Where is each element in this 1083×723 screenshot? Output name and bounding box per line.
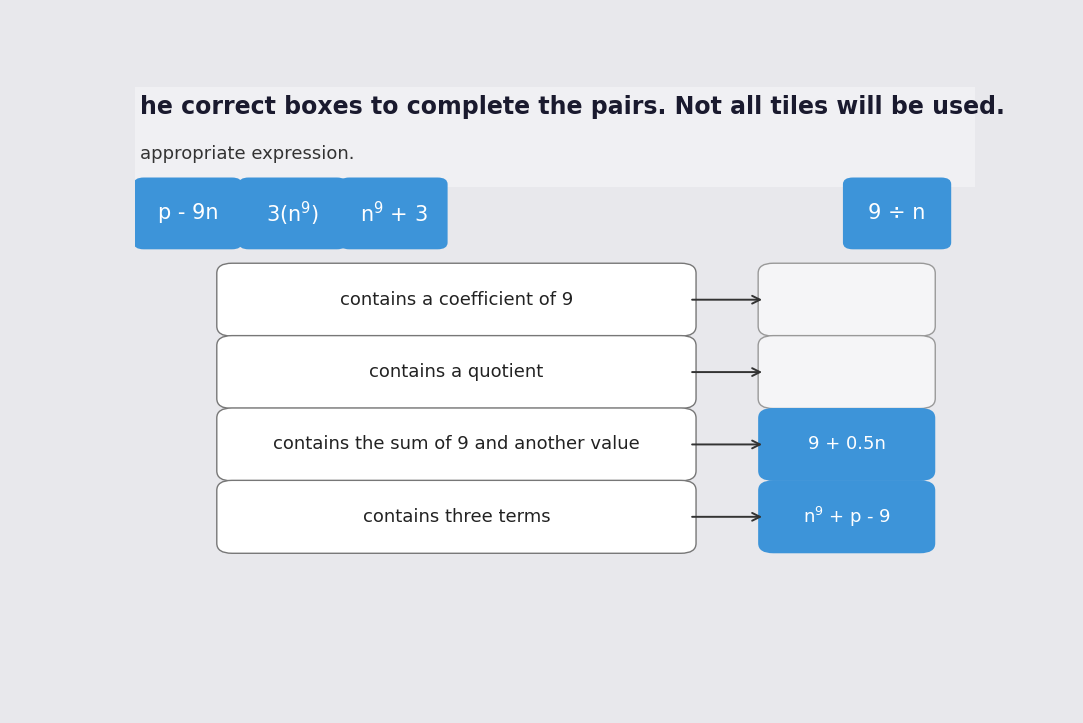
FancyBboxPatch shape xyxy=(758,335,936,408)
FancyBboxPatch shape xyxy=(238,178,347,249)
FancyBboxPatch shape xyxy=(133,178,242,249)
FancyBboxPatch shape xyxy=(217,408,696,481)
Text: p - 9n: p - 9n xyxy=(158,203,218,223)
Text: contains a coefficient of 9: contains a coefficient of 9 xyxy=(340,291,573,309)
FancyBboxPatch shape xyxy=(843,178,951,249)
FancyBboxPatch shape xyxy=(217,480,696,553)
FancyBboxPatch shape xyxy=(135,87,975,187)
Text: 9 + 0.5n: 9 + 0.5n xyxy=(808,435,886,453)
FancyBboxPatch shape xyxy=(217,263,696,336)
Text: 9 ÷ n: 9 ÷ n xyxy=(869,203,926,223)
Text: he correct boxes to complete the pairs. Not all tiles will be used.: he correct boxes to complete the pairs. … xyxy=(140,95,1004,119)
Text: n$^9$ + 3: n$^9$ + 3 xyxy=(360,201,428,226)
FancyBboxPatch shape xyxy=(758,263,936,336)
FancyBboxPatch shape xyxy=(758,480,936,553)
Text: 3(n$^9$): 3(n$^9$) xyxy=(266,200,319,228)
Text: contains three terms: contains three terms xyxy=(363,508,550,526)
FancyBboxPatch shape xyxy=(217,335,696,408)
Text: contains the sum of 9 and another value: contains the sum of 9 and another value xyxy=(273,435,640,453)
FancyBboxPatch shape xyxy=(339,178,447,249)
Text: appropriate expression.: appropriate expression. xyxy=(140,145,354,163)
FancyBboxPatch shape xyxy=(758,408,936,481)
Text: contains a quotient: contains a quotient xyxy=(369,363,544,381)
Text: n$^9$ + p - 9: n$^9$ + p - 9 xyxy=(803,505,891,529)
